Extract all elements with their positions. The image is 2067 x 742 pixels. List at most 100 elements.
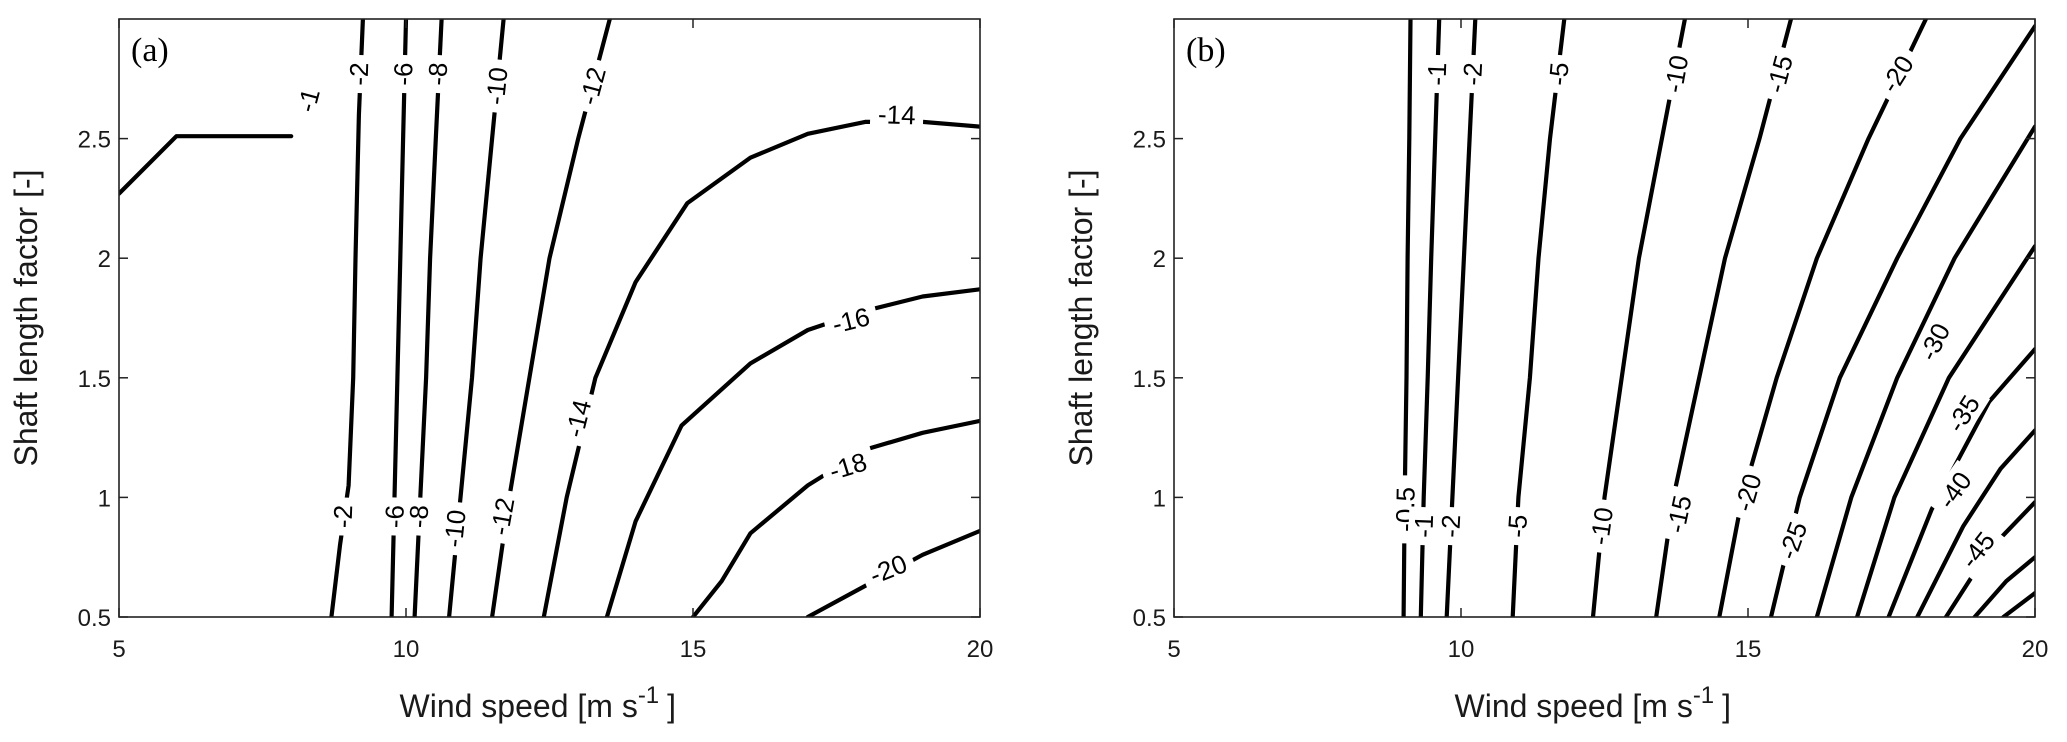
panel-b-contour-label: -10 <box>1658 53 1694 95</box>
panel-b-contour-line-6 <box>1717 19 1928 617</box>
panel-b-contour-label-group: -15 <box>1758 44 1801 104</box>
panel-b-contour-label-bg <box>1408 506 1440 546</box>
panel-b-x-tick-label: 10 <box>1448 636 1475 663</box>
panel-b-x-axis-label-main: Wind speed [m s <box>1455 688 1693 724</box>
panel-a-contour-label-bg <box>821 299 881 342</box>
panel-a-contour-labels: -1-2-2-6-6-8-8-10-10-12-12-14-14-16-18-2… <box>288 53 924 594</box>
panel-b-contour-label-group: -20 <box>1726 462 1770 523</box>
panel-b-y-tick-label: 1.5 <box>1133 366 1166 393</box>
panel-a-contour-label: -12 <box>573 64 612 108</box>
panel-a-contour-label-bg <box>421 53 454 95</box>
panel-b-y-ticks: 0.5 1 1.5 2 2.5 <box>1133 127 2035 632</box>
panel-a-contour-label-bg <box>387 54 419 94</box>
panel-b-contour-label-group: -45 <box>1949 519 2006 581</box>
panel-a-contour-label: -14 <box>559 397 597 441</box>
panel-a-y-tick-label: 1 <box>98 485 111 512</box>
panel-a-x-axis-label-end: ] <box>667 688 676 724</box>
panel-b-contour-label-bg <box>1501 506 1534 547</box>
panel-a-x-axis-label-main: Wind speed [m s <box>400 688 638 724</box>
panel-b-contour-label-bg <box>1909 311 1960 373</box>
panel-b-label: (b) <box>1186 32 1226 69</box>
panel-a-contour-label-group: -6 <box>387 54 419 94</box>
panel-a-y-tick-label: 2 <box>98 246 111 273</box>
panel-a-contour-label-group: -8 <box>402 496 435 537</box>
panel-a-y-axis-label: Shaft length factor [-] <box>8 169 44 466</box>
panel-b-contour-label-group: -2 <box>1456 54 1489 94</box>
panel-b-contour-label-group: -1 <box>1421 54 1453 94</box>
panel-b-contour-label: -15 <box>1760 52 1799 96</box>
panel-b-contour-label: -1 <box>1408 514 1439 538</box>
panel-b-contour-labels: -0.5-1-1-2-2-5-5-10-10-15-15-20-20-25-30… <box>1389 43 2006 581</box>
panel-b-contour-label-bg <box>1434 506 1467 546</box>
panel-a-contour-label: -16 <box>829 301 873 339</box>
panel-a-contour-label-group: -10 <box>479 58 515 114</box>
panel-a-x-tick-label: 20 <box>967 636 994 663</box>
panel-b-contour-label-bg <box>1726 462 1770 523</box>
panel-a-contour-line-6 <box>541 119 980 617</box>
panel-b-contour-label-bg <box>1927 459 1983 521</box>
panel-a-contour-label: -8 <box>403 504 435 529</box>
panel-a-contour-label-group: -2 <box>343 54 375 94</box>
panel-b-contour-line-8 <box>1814 124 2035 617</box>
panel-b-contour-label: -2 <box>1457 62 1488 87</box>
panel-b-contour-label-bg <box>1456 54 1489 94</box>
panel-b-contour-label-group: -10 <box>1583 497 1621 555</box>
panel-a-contour-label: -10 <box>480 66 514 107</box>
panel-a-contour-line-0 <box>119 134 294 196</box>
panel-b-x-tick-label: 5 <box>1167 636 1180 663</box>
panel-a-contour-label-group: -14 <box>869 98 924 131</box>
panel-a-contour-label-bg <box>483 487 522 546</box>
panel-b-y-tick-label: 2 <box>1153 246 1166 273</box>
panel-b-x-axis-label: Wind speed [m s-1] <box>1455 682 1732 724</box>
panel-a-y-tick-label: 0.5 <box>78 605 111 632</box>
panel-a-y-ticks: 0.5 1 1.5 2 2.5 <box>78 127 980 632</box>
panel-b-contour-label-group: -5 <box>1542 53 1576 95</box>
panel-a-contour-label-bg <box>571 56 614 116</box>
panel-b-contour-label-bg <box>1583 497 1621 555</box>
panel-b-contour-label-bg <box>1936 383 1991 445</box>
panel-b-contour-label-bg <box>1658 485 1700 544</box>
panel-a: -1-2-2-6-6-8-8-10-10-12-12-14-14-16-18-2… <box>8 18 994 724</box>
panel-b: -0.5-1-1-2-2-5-5-10-10-15-15-20-20-25-30… <box>1063 18 2049 724</box>
panel-b-contour-label-bg <box>1656 45 1696 103</box>
panel-b-contour-label-group: -20 <box>1870 43 1924 105</box>
panel-a-contour-label: -6 <box>388 62 419 86</box>
panel-a-y-tick-label: 2.5 <box>78 127 111 154</box>
panel-a-x-tick-label: 15 <box>680 636 707 663</box>
panel-a-contour-label-group: -20 <box>858 545 919 594</box>
panel-a-label: (a) <box>131 32 169 69</box>
panel-a-contour-label: -12 <box>484 495 520 537</box>
panel-b-contour-label-group: -25 <box>1769 510 1816 571</box>
panel-b-contour-label-bg <box>1769 510 1816 571</box>
panel-a-x-axis-label-exponent: -1 <box>638 682 659 709</box>
panel-b-contour-label-group: -15 <box>1658 485 1700 544</box>
panel-a-contour-label: -10 <box>438 508 472 549</box>
panel-a-contour-label-group: -12 <box>571 56 614 116</box>
panel-a-contour-label: -2 <box>344 62 375 86</box>
panel-a-contour-line-1 <box>329 19 365 617</box>
panel-b-contour-label-bg <box>1870 43 1924 105</box>
panel-b-x-tick-label: 20 <box>2022 636 2049 663</box>
panel-b-contour-label: -10 <box>1584 505 1619 546</box>
panel-a-contour-label-bg <box>402 496 435 537</box>
panel-b-contour-label-group: -2 <box>1434 506 1467 546</box>
panel-b-contour-line-11 <box>1915 428 2035 617</box>
panel-a-x-tick-label: 5 <box>112 636 125 663</box>
panel-b-y-tick-label: 1 <box>1153 485 1166 512</box>
panel-b-contour-label: -2 <box>1435 514 1466 539</box>
panel-a-contour-label-bg <box>557 389 600 448</box>
panel-b-contour-label-group: -30 <box>1909 311 1960 373</box>
panel-a-contour-label-bg <box>327 496 359 537</box>
panel-a-contour-label-bg <box>288 78 328 123</box>
panel-a-contour-label-group: -10 <box>437 500 473 557</box>
panel-b-contour-line-13 <box>1972 555 2035 617</box>
panel-a-contour-label-group: -16 <box>821 299 881 342</box>
panel-b-contour-label: -5 <box>1543 61 1575 87</box>
panel-b-contour-label: -5 <box>1502 514 1534 539</box>
panel-a-contour-label-bg <box>869 98 924 131</box>
panel-a-contour-label: -14 <box>877 99 916 130</box>
panel-a-contour-label-group: -1 <box>288 78 328 123</box>
panel-b-contour-label: -20 <box>1728 470 1767 514</box>
panel-b-contour-label-bg <box>1758 44 1801 104</box>
